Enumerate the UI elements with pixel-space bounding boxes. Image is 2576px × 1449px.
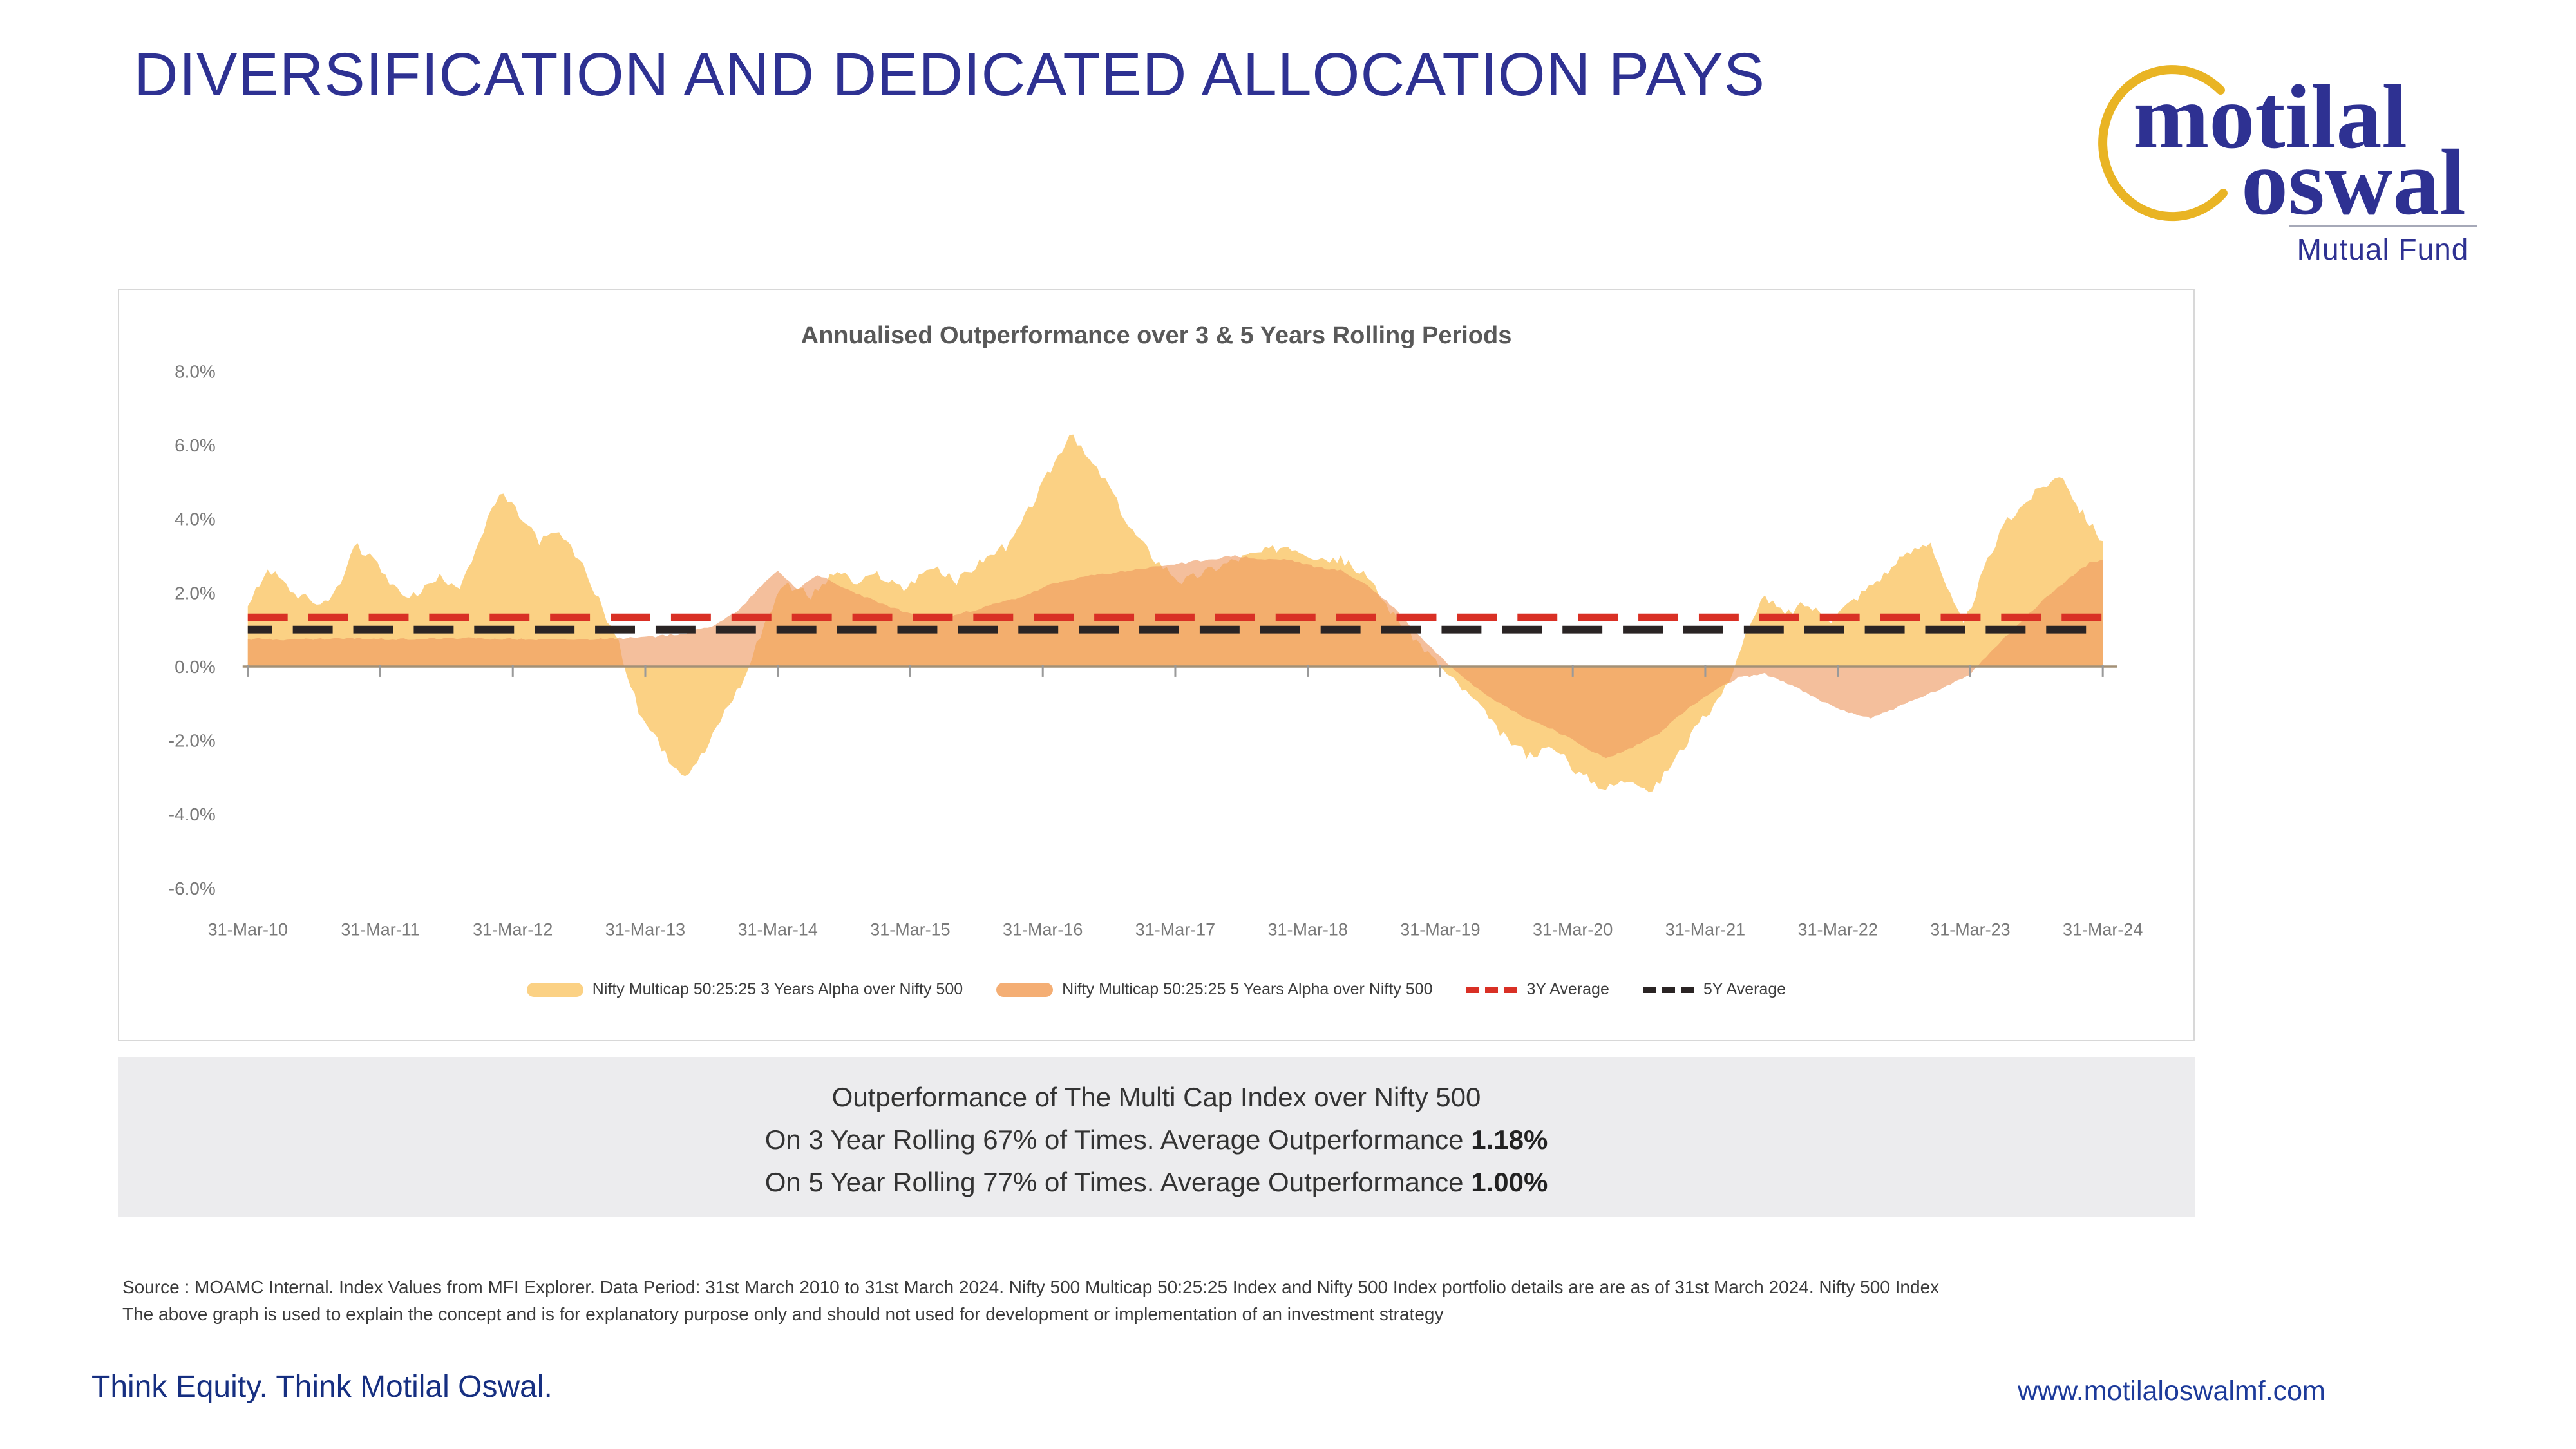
x-tick-label: 31-Mar-13 [605, 920, 685, 940]
footer-website-link[interactable]: www.motilaloswalmf.com [2018, 1376, 2325, 1406]
summary-line-2-text: On 3 Year Rolling 67% of Times. Average … [764, 1124, 1472, 1155]
summary-line-1: Outperformance of The Multi Cap Index ov… [831, 1082, 1481, 1112]
x-tick-label: 31-Mar-15 [870, 920, 950, 940]
summary-line-3: On 5 Year Rolling 77% of Times. Average … [118, 1161, 2195, 1204]
legend-label: 5Y Average [1703, 980, 1786, 998]
legend-dash-swatch [1466, 986, 1518, 993]
x-tick-label: 31-Mar-20 [1533, 920, 1613, 940]
legend-area-swatch [526, 982, 583, 997]
logo-subtitle: Mutual Fund [2297, 232, 2469, 266]
y-tick-label: 2.0% [175, 583, 216, 603]
legend-item-0: Nifty Multicap 50:25:25 3 Years Alpha ov… [526, 980, 963, 999]
area-series-1 [247, 554, 2103, 759]
legend-dash-swatch [1642, 986, 1694, 993]
chart-card: 31-Mar-10 31-Mar-11 31-Mar-12 31-Mar-13 31-M… [118, 289, 2195, 1041]
summary-line-3-text: On 5 Year Rolling 77% of Times. Average … [764, 1167, 1472, 1197]
summary-box: Outperformance of The Multi Cap Index ov… [118, 1057, 2195, 1217]
x-tick-label: 31-Mar-18 [1268, 920, 1348, 940]
legend-item-3: 5Y Average [1642, 980, 1786, 999]
legend-label: Nifty Multicap 50:25:25 3 Years Alpha ov… [592, 980, 963, 998]
summary-line-3-value: 1.00% [1471, 1167, 1548, 1197]
x-tick-label: 31-Mar-23 [1930, 920, 2010, 940]
alpha-area-chart: 31-Mar-10 31-Mar-11 31-Mar-12 31-Mar-13 31-M… [169, 362, 2143, 940]
chart-legend: Nifty Multicap 50:25:25 3 Years Alpha ov… [119, 980, 2193, 999]
x-tick-label: 31-Mar-16 [1003, 920, 1083, 940]
x-tick-label: 31-Mar-12 [473, 920, 553, 940]
legend-item-2: 3Y Average [1466, 980, 1609, 999]
motilal-oswal-logo: motilal oswal Mutual Fund [2094, 59, 2519, 272]
x-tick-label: 31-Mar-10 [208, 920, 288, 940]
x-tick-label: 31-Mar-21 [1665, 920, 1745, 940]
chart-title: Annualised Outperformance over 3 & 5 Yea… [800, 322, 1512, 349]
logo-gold-ring-icon [2098, 65, 2228, 222]
logo-word-oswal: oswal [2241, 130, 2466, 234]
source-note: Source : MOAMC Internal. Index Values fr… [122, 1274, 2467, 1328]
page-title: DIVERSIFICATION AND DEDICATED ALLOCATION… [134, 41, 1766, 109]
logo-word-motilal: motilal [2133, 66, 2407, 167]
y-tick-label: -6.0% [169, 878, 216, 898]
legend-item-1: Nifty Multicap 50:25:25 5 Years Alpha ov… [996, 980, 1432, 999]
x-tick-label: 31-Mar-14 [738, 920, 818, 940]
footer-tagline: Think Equity. Think Motilal Oswal. [91, 1370, 553, 1404]
x-tick-label: 31-Mar-22 [1798, 920, 1878, 940]
source-note-line-2: The above graph is used to explain the c… [122, 1304, 1444, 1324]
x-tick-label: 31-Mar-19 [1400, 920, 1480, 940]
x-tick-label: 31-Mar-17 [1135, 920, 1215, 940]
y-tick-label: 0.0% [175, 657, 216, 677]
x-tick-label: 31-Mar-11 [341, 920, 419, 940]
y-tick-label: -2.0% [169, 731, 216, 751]
y-tick-label: 6.0% [175, 435, 216, 455]
y-tick-label: 8.0% [175, 362, 216, 382]
logo-divider [2289, 225, 2477, 227]
y-tick-label: 4.0% [175, 509, 216, 529]
summary-line-2: On 3 Year Rolling 67% of Times. Average … [118, 1119, 2195, 1161]
source-note-line-1: Source : MOAMC Internal. Index Values fr… [122, 1277, 1940, 1297]
legend-label: 3Y Average [1526, 980, 1609, 998]
legend-area-swatch [996, 982, 1054, 997]
y-tick-label: -4.0% [169, 804, 216, 824]
legend-label: Nifty Multicap 50:25:25 5 Years Alpha ov… [1062, 980, 1433, 998]
x-tick-label: 31-Mar-24 [2063, 920, 2143, 940]
summary-line-2-value: 1.18% [1471, 1124, 1548, 1155]
